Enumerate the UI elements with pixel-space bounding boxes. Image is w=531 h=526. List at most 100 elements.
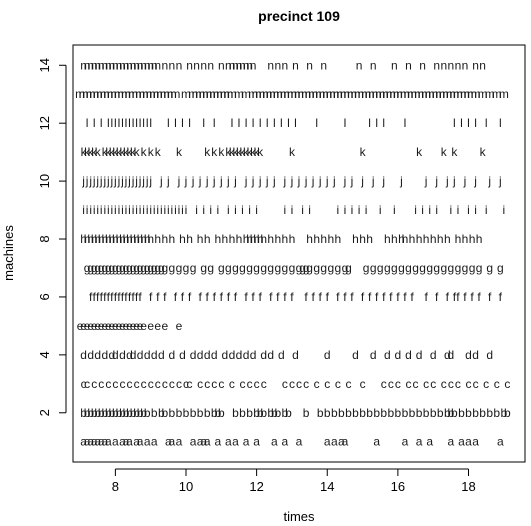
data-point-m: m bbox=[117, 87, 127, 101]
data-point-n: n bbox=[193, 58, 200, 72]
data-point-a: a bbox=[169, 435, 176, 449]
data-point-n: n bbox=[186, 58, 193, 72]
data-point-e: e bbox=[80, 319, 87, 333]
y-axis: 2 4 6 8 10 12 14 bbox=[37, 58, 67, 416]
data-point-j: j bbox=[159, 174, 163, 188]
y-tick-label: 10 bbox=[37, 174, 52, 188]
data-point-c: c bbox=[423, 377, 429, 391]
data-point-f: f bbox=[138, 290, 142, 304]
data-point-l: l bbox=[259, 116, 262, 130]
data-point-h: h bbox=[257, 232, 264, 246]
data-point-a: a bbox=[214, 435, 221, 449]
data-point-m: m bbox=[446, 87, 456, 101]
data-point-b: b bbox=[451, 406, 458, 420]
data-point-f: f bbox=[283, 290, 287, 304]
data-point-n: n bbox=[479, 58, 486, 72]
data-point-a: a bbox=[165, 435, 172, 449]
data-point-a: a bbox=[91, 435, 98, 449]
data-point-b: b bbox=[380, 406, 387, 420]
data-point-c: c bbox=[261, 377, 267, 391]
data-point-j: j bbox=[120, 174, 124, 188]
data-point-k: k bbox=[95, 145, 102, 159]
data-point-m: m bbox=[227, 87, 237, 101]
data-point-e: e bbox=[91, 319, 98, 333]
data-point-l: l bbox=[460, 116, 463, 130]
data-point-l: l bbox=[135, 116, 138, 130]
data-point-f: f bbox=[181, 290, 185, 304]
data-point-b: b bbox=[444, 406, 451, 420]
data-point-c: c bbox=[148, 377, 154, 391]
data-point-m: m bbox=[153, 87, 163, 101]
data-point-i: i bbox=[467, 203, 470, 217]
data-point-n: n bbox=[246, 58, 253, 72]
data-point-d: d bbox=[112, 348, 119, 362]
data-point-k: k bbox=[204, 145, 211, 159]
data-point-i: i bbox=[93, 203, 96, 217]
data-point-i: i bbox=[474, 203, 477, 217]
data-point-a: a bbox=[123, 435, 130, 449]
data-point-l: l bbox=[485, 116, 488, 130]
data-point-n: n bbox=[176, 58, 183, 72]
data-point-g: g bbox=[320, 261, 327, 275]
data-point-m: m bbox=[365, 87, 375, 101]
data-point-d: d bbox=[243, 348, 250, 362]
data-point-i: i bbox=[146, 203, 149, 217]
data-point-a: a bbox=[133, 435, 140, 449]
data-point-a: a bbox=[282, 435, 289, 449]
data-point-m: m bbox=[347, 87, 357, 101]
data-point-g: g bbox=[158, 261, 165, 275]
data-point-i: i bbox=[351, 203, 354, 217]
data-point-n: n bbox=[87, 58, 94, 72]
data-point-d: d bbox=[130, 348, 137, 362]
data-point-j: j bbox=[350, 174, 354, 188]
data-point-c: c bbox=[448, 377, 454, 391]
data-point-h: h bbox=[214, 232, 221, 246]
data-point-l: l bbox=[368, 116, 371, 130]
data-point-k: k bbox=[119, 145, 126, 159]
data-point-f: f bbox=[396, 290, 400, 304]
data-point-h: h bbox=[109, 232, 116, 246]
data-point-b: b bbox=[458, 406, 465, 420]
data-point-k: k bbox=[247, 145, 254, 159]
data-point-m: m bbox=[220, 87, 230, 101]
data-point-n: n bbox=[267, 58, 274, 72]
data-point-i: i bbox=[185, 203, 188, 217]
data-point-n: n bbox=[169, 58, 176, 72]
data-point-j: j bbox=[332, 174, 336, 188]
data-point-k: k bbox=[225, 145, 232, 159]
data-point-b: b bbox=[493, 406, 500, 420]
data-point-b: b bbox=[282, 406, 289, 420]
data-point-m: m bbox=[428, 87, 438, 101]
data-point-k: k bbox=[240, 145, 247, 159]
data-point-h: h bbox=[260, 232, 267, 246]
data-point-b: b bbox=[197, 406, 204, 420]
data-point-m: m bbox=[96, 87, 106, 101]
data-point-b: b bbox=[144, 406, 151, 420]
data-point-k: k bbox=[84, 145, 91, 159]
data-point-g: g bbox=[183, 261, 190, 275]
data-point-d: d bbox=[250, 348, 257, 362]
data-point-g: g bbox=[239, 261, 246, 275]
data-point-i: i bbox=[167, 203, 170, 217]
data-point-m: m bbox=[202, 87, 212, 101]
data-point-j: j bbox=[102, 174, 106, 188]
data-point-j: j bbox=[297, 174, 301, 188]
data-point-c: c bbox=[247, 377, 253, 391]
data-point-f: f bbox=[382, 290, 386, 304]
data-point-a: a bbox=[84, 435, 91, 449]
y-tick-label: 2 bbox=[37, 409, 52, 416]
data-point-j: j bbox=[473, 174, 477, 188]
data-point-h: h bbox=[398, 232, 405, 246]
data-point-l: l bbox=[474, 116, 477, 130]
data-point-m: m bbox=[435, 87, 445, 101]
data-point-e: e bbox=[112, 319, 119, 333]
data-point-f: f bbox=[163, 290, 167, 304]
data-point-b: b bbox=[109, 406, 116, 420]
data-point-n: n bbox=[218, 58, 225, 72]
data-point-g: g bbox=[282, 261, 289, 275]
data-point-g: g bbox=[398, 261, 405, 275]
data-point-m: m bbox=[439, 87, 449, 101]
data-point-n: n bbox=[200, 58, 207, 72]
data-point-g: g bbox=[232, 261, 239, 275]
data-point-h: h bbox=[179, 232, 186, 246]
